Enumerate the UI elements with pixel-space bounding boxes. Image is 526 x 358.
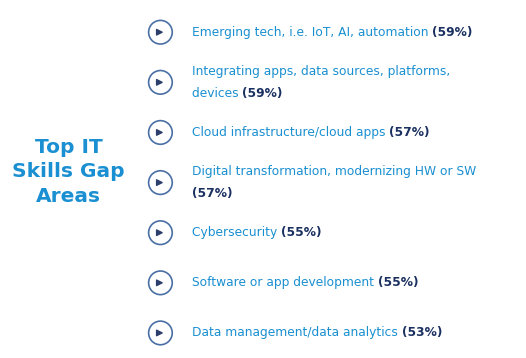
Text: Integrating apps, data sources, platforms,: Integrating apps, data sources, platform… [192, 65, 450, 78]
Text: Cloud infrastructure/cloud apps: Cloud infrastructure/cloud apps [192, 126, 389, 139]
Text: (57%): (57%) [389, 126, 430, 139]
Text: Software or app development: Software or app development [192, 276, 378, 289]
Text: Cybersecurity: Cybersecurity [192, 226, 281, 239]
Text: Digital transformation, modernizing HW or SW: Digital transformation, modernizing HW o… [192, 165, 476, 178]
Text: (55%): (55%) [281, 226, 321, 239]
Text: Emerging tech, i.e. IoT, AI, automation: Emerging tech, i.e. IoT, AI, automation [192, 26, 432, 39]
Text: (59%): (59%) [432, 26, 473, 39]
Text: (57%): (57%) [192, 187, 232, 200]
Text: (59%): (59%) [242, 87, 283, 100]
Text: (55%): (55%) [378, 276, 418, 289]
Text: Top IT
Skills Gap
Areas: Top IT Skills Gap Areas [12, 138, 125, 205]
Text: (53%): (53%) [402, 326, 442, 339]
Text: Data management/data analytics: Data management/data analytics [192, 326, 402, 339]
Text: devices: devices [192, 87, 242, 100]
